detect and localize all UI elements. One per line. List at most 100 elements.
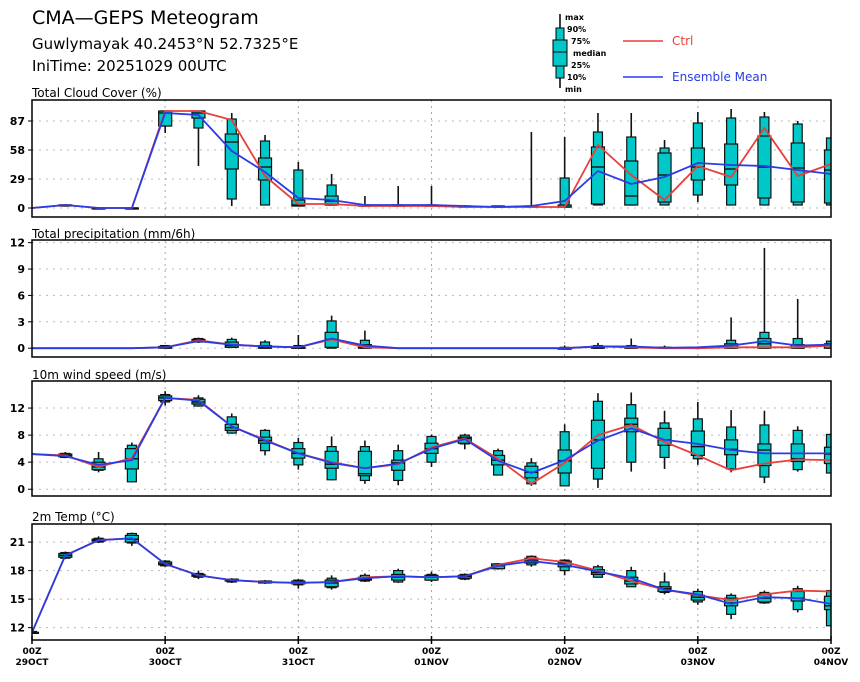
box-plot — [224, 337, 239, 349]
panel-title: 2m Temp (°C) — [32, 510, 115, 524]
ensemble-mean-line — [32, 537, 831, 633]
y-tick-label: 12 — [10, 402, 25, 415]
box-plot — [724, 410, 739, 473]
box-p25-p75 — [324, 450, 339, 469]
y-tick-label: 6 — [17, 289, 25, 302]
panel-title: 10m wind speed (m/s) — [32, 368, 166, 382]
box-plot — [324, 436, 339, 481]
legend-min: min — [565, 85, 582, 94]
plot-area — [32, 391, 831, 488]
legend-p75: 75% — [571, 37, 590, 46]
box-plot — [424, 186, 439, 207]
box-plot — [624, 392, 639, 472]
plot-area — [32, 109, 831, 210]
legend-mean-label: Ensemble Mean — [672, 70, 767, 84]
x-axis: 00Z29OCT00Z30OCT00Z31OCT00Z01NOV00Z02NOV… — [16, 636, 848, 668]
box-p25-p75 — [790, 590, 805, 602]
box-plot — [724, 109, 739, 206]
box-p25-p75 — [590, 146, 606, 205]
ctrl-line — [32, 110, 831, 209]
box-p25-p75 — [790, 142, 805, 203]
plot-area — [32, 247, 831, 350]
x-tick-label-time: 00Z — [22, 647, 42, 657]
panel-title: Total Cloud Cover (%) — [31, 86, 162, 100]
box-plot — [557, 424, 572, 487]
panel-1: Total precipitation (mm/6h) 0 3 6 9 12 — [10, 227, 832, 358]
panel-frame — [31, 239, 832, 358]
legend-p10: 10% — [567, 73, 586, 82]
legend-p25: 25% — [571, 61, 590, 70]
box-plot — [291, 579, 306, 589]
panel-2: 10m wind speed (m/s) 0 4 8 12 — [10, 368, 832, 497]
location-label: Guwlymayak 40.2453°N 52.7325°E — [32, 35, 298, 53]
ensemble-mean-line — [32, 112, 831, 209]
box-plot — [91, 452, 106, 473]
panel-frame — [31, 99, 832, 218]
box-plot — [32, 630, 40, 634]
box-plot — [690, 112, 705, 202]
y-tick-label: 18 — [10, 565, 25, 578]
box-p25-p75 — [357, 450, 373, 477]
y-tick-label: 0 — [17, 202, 25, 215]
chart-title: CMA—GEPS Meteogram — [32, 7, 259, 29]
panel-3: 2m Temp (°C) 12 15 18 21 — [10, 510, 832, 641]
legend-ctrl-label: Ctrl — [672, 34, 693, 48]
y-tick-label: 58 — [10, 144, 25, 157]
x-tick-label-time: 00Z — [422, 647, 442, 657]
plot-area — [32, 532, 831, 634]
box-p25-p75 — [823, 149, 831, 204]
x-tick-label-date: 30OCT — [149, 658, 183, 668]
y-tick-label: 21 — [10, 536, 25, 549]
box-p25-p75 — [724, 439, 739, 456]
x-tick-label-date: 31OCT — [282, 658, 316, 668]
x-tick-label-time: 00Z — [289, 647, 309, 657]
y-tick-label: 15 — [10, 593, 25, 606]
x-tick-label-time: 00Z — [555, 647, 575, 657]
ensemble-mean-line — [32, 396, 831, 474]
x-tick-label-date: 04NOV — [814, 658, 848, 668]
y-tick-label: 0 — [17, 483, 25, 496]
x-tick-label-date: 02NOV — [547, 658, 581, 668]
box-plot — [790, 298, 805, 349]
x-tick-label-date: 03NOV — [681, 658, 715, 668]
legend-p90: 90% — [567, 25, 586, 34]
y-tick-label: 87 — [10, 115, 25, 128]
legend-max: max — [565, 13, 585, 22]
y-tick-label: 0 — [17, 342, 25, 355]
box-plot — [757, 112, 772, 206]
x-tick-label-time: 00Z — [688, 647, 708, 657]
box-plot — [357, 440, 373, 484]
y-tick-label: 3 — [17, 316, 25, 329]
box-plot — [324, 315, 339, 349]
legend: max 90% 75% median 25% 10% min Ctrl Ense… — [552, 13, 767, 94]
y-tick-label: 9 — [17, 263, 25, 276]
box-plot — [757, 410, 772, 484]
x-tick-label-time: 00Z — [156, 647, 176, 657]
box-p10-p90 — [626, 404, 637, 463]
init-time-label: IniTime: 20251029 00UTC — [32, 57, 227, 75]
box-plot — [790, 426, 805, 472]
x-tick-label-date: 01NOV — [414, 658, 448, 668]
y-tick-label: 8 — [17, 429, 25, 442]
box-plot — [790, 121, 805, 206]
box-plot — [757, 247, 772, 349]
y-tick-label: 12 — [10, 622, 25, 635]
panel-frame — [31, 380, 832, 497]
y-tick-label: 4 — [17, 456, 25, 469]
box-plot — [624, 113, 639, 206]
x-tick-label-date: 29OCT — [16, 658, 50, 668]
panel-0: Total Cloud Cover (%) 0 29 58 87 — [10, 86, 832, 218]
box-plot — [724, 593, 739, 620]
box-plot — [524, 132, 539, 208]
box-p25-p75 — [823, 446, 831, 465]
box-plot — [690, 588, 705, 605]
ensemble-mean-line — [32, 337, 831, 350]
y-tick-label: 29 — [10, 173, 25, 186]
legend-box-glyph — [552, 14, 568, 88]
box-plot — [823, 137, 831, 206]
box-plot — [391, 186, 406, 207]
legend-median: median — [573, 49, 607, 58]
panel-title: Total precipitation (mm/6h) — [31, 227, 195, 241]
y-tick-label: 12 — [10, 237, 25, 250]
